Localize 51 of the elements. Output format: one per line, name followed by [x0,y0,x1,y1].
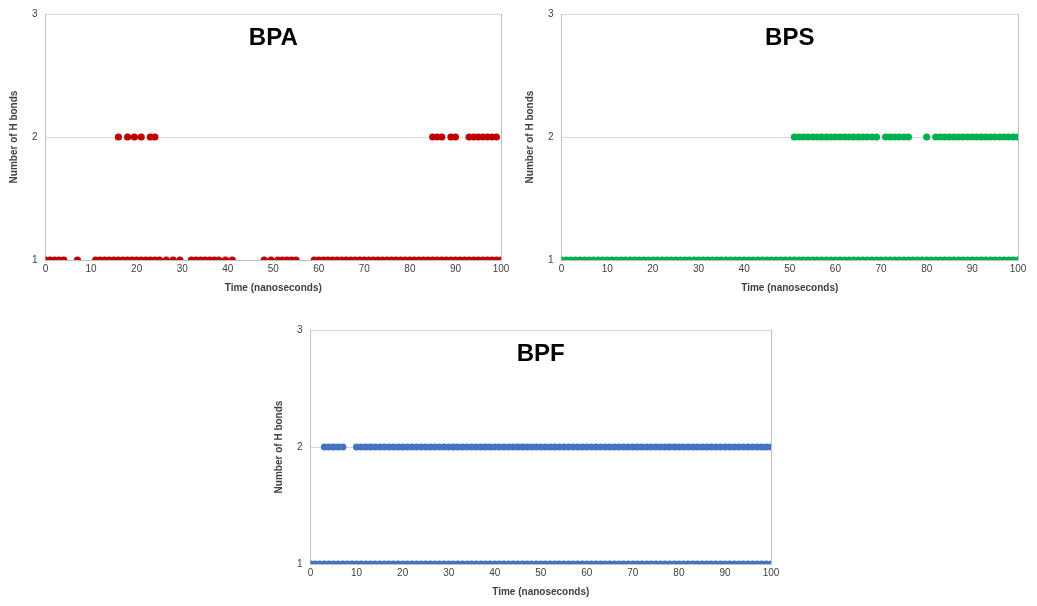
x-tick-label: 100 [492,262,510,274]
x-tick-label: 0 [42,262,49,274]
x-tick-label: 40 [222,262,234,274]
x-tick-label: 80 [404,262,416,274]
x-tick-label: 40 [489,566,501,578]
x-tick-label: 50 [267,262,280,274]
x-tick-label: 10 [85,262,98,274]
x-tick-label: 20 [397,566,409,578]
x-tick-label: 100 [1009,262,1027,274]
x-tick-label: 90 [966,262,979,274]
y-tick-label: 1 [548,253,554,265]
y-tick-label: 1 [297,557,303,569]
x-tick-label: 50 [784,262,796,274]
x-tick-label: 60 [829,262,842,274]
x-tick-label: 30 [443,566,455,578]
x-tick-label: 10 [351,566,363,578]
y-axis-title: Number of H bonds [272,400,284,494]
x-tick-label: 70 [875,262,888,274]
y-axis-title: Number of H bonds [7,90,19,184]
y-tick-label: 2 [297,440,303,452]
x-tick-label: 80 [921,262,933,274]
y-tick-label: 1 [32,253,38,265]
y-tick-label: 3 [548,7,554,19]
x-tick-label: 60 [313,262,325,274]
y-tick-label: 2 [548,130,554,142]
x-tick-label: 100 [762,566,780,578]
x-tick-label: 0 [558,262,565,274]
x-tick-label: 20 [647,262,659,274]
y-axis-title: Number of H bonds [523,90,535,184]
x-axis-title: Time (nanoseconds) [492,585,590,597]
y-tick-label: 3 [32,7,38,19]
x-tick-label: 60 [581,566,593,578]
x-tick-label: 90 [449,262,462,274]
x-tick-label: 20 [131,262,143,274]
chart-title: BPS [765,22,815,50]
x-tick-label: 70 [627,566,639,578]
y-tick-label: 2 [32,130,38,142]
x-tick-label: 30 [176,262,189,274]
x-tick-label: 80 [673,566,685,578]
x-axis-title: Time (nanoseconds) [224,281,322,293]
x-tick-label: 0 [307,566,314,578]
chart-title: BPF [516,338,565,366]
x-tick-label: 10 [601,262,614,274]
x-tick-label: 40 [738,262,751,274]
x-tick-label: 70 [358,262,371,274]
x-tick-label: 30 [692,262,705,274]
x-tick-label: 90 [719,566,731,578]
x-axis-title: Time (nanoseconds) [741,281,839,293]
y-tick-label: 3 [297,323,303,335]
chart-title: BPA [248,22,298,50]
x-tick-label: 50 [535,566,547,578]
